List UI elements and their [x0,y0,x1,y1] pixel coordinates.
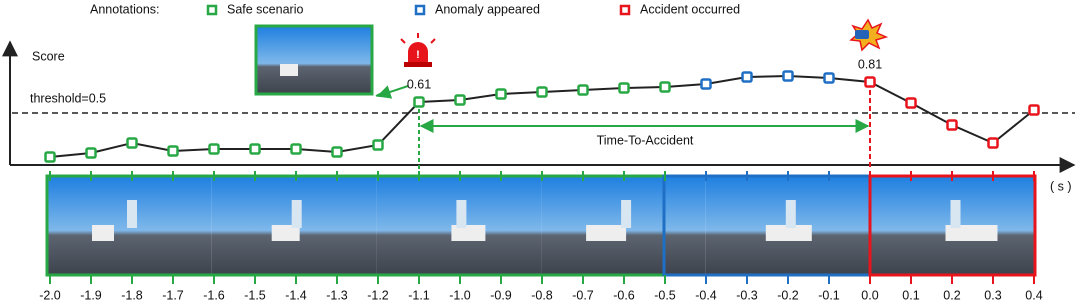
score-marker [987,137,999,149]
score-marker [1028,104,1040,116]
y-axis-label: Score [32,49,65,63]
score-marker [331,146,343,158]
score-marker [536,86,548,98]
svg-text:!: ! [416,49,420,61]
legend-marker [206,4,218,16]
x-tick-label: -1.6 [203,288,225,302]
legend-label: Safe scenario [227,2,303,16]
thumbnail-car [280,64,298,76]
x-tick-label: 0.2 [943,288,960,302]
x-tick-label: -2.0 [39,288,61,302]
score-marker [290,143,302,155]
x-tick-label: -0.5 [654,288,676,302]
score-marker [249,143,261,155]
x-tick-label: 0.1 [902,288,919,302]
score-marker [85,147,97,159]
tta-label: Time-To-Accident [597,133,694,147]
frame-building [127,200,137,228]
x-tick-label: -0.2 [777,288,799,302]
x-tick-label: -0.9 [490,288,512,302]
x-tick-label: -1.1 [408,288,430,302]
x-tick-label: -0.7 [572,288,594,302]
score-marker [44,151,56,163]
score-marker [823,72,835,84]
score-marker [864,76,876,88]
score-marker [208,143,220,155]
score-marker [372,139,384,151]
x-tick-label: -1.4 [285,288,307,302]
score-marker [946,119,958,131]
legend-title: Annotations: [90,2,160,16]
x-tick-label: 0.0 [861,288,878,302]
x-tick-label: -0.6 [613,288,635,302]
frame-building [950,200,961,228]
frame-car [765,225,812,241]
frame-car [945,225,998,241]
thumbnail [254,24,374,96]
x-tick-label: -1.0 [449,288,471,302]
video-frames [47,176,1035,275]
frame-car [271,225,300,241]
x-tick-label: -1.3 [326,288,348,302]
legend-marker [414,4,426,16]
x-tick-label: -1.2 [367,288,389,302]
score-marker [741,71,753,83]
x-tick-label: -0.3 [736,288,758,302]
alarm-icon: ! [400,33,436,67]
x-tick-label: -1.8 [121,288,143,302]
score-marker [782,70,794,82]
frame-car [451,225,486,241]
score-marker [700,78,712,90]
score-marker [167,145,179,157]
x-axis-label: ( s ) [1050,179,1072,193]
frame-car [586,225,627,241]
x-tick-label: 0.4 [1025,288,1042,302]
thumb-arrow [376,85,409,99]
x-tick-label: 0.3 [984,288,1001,302]
x-tick-label: -0.1 [818,288,840,302]
score-marker [577,84,589,96]
score-marker [659,81,671,93]
score-marker [905,97,917,109]
score-marker [618,82,630,94]
frame-building [621,200,632,228]
frame-car [92,225,114,241]
legend-marker [619,4,631,16]
x-tick-label: -1.7 [162,288,184,302]
score-marker [126,137,138,149]
frame-building [785,200,796,228]
x-tick-label: -1.5 [244,288,266,302]
value-label: 0.61 [407,77,431,91]
legend-label: Accident occurred [640,2,740,16]
x-tick-label: -0.8 [531,288,553,302]
crash-icon [849,18,889,52]
x-tick-label: -0.4 [695,288,717,302]
value-label: 0.81 [858,57,882,71]
threshold-label: threshold=0.5 [30,91,106,105]
score-marker [413,96,425,108]
frame-building [456,200,467,228]
frame-building [291,200,302,228]
x-tick-label: -1.9 [80,288,102,302]
score-marker [495,88,507,100]
legend-label: Anomaly appeared [435,2,540,16]
score-marker [454,94,466,106]
